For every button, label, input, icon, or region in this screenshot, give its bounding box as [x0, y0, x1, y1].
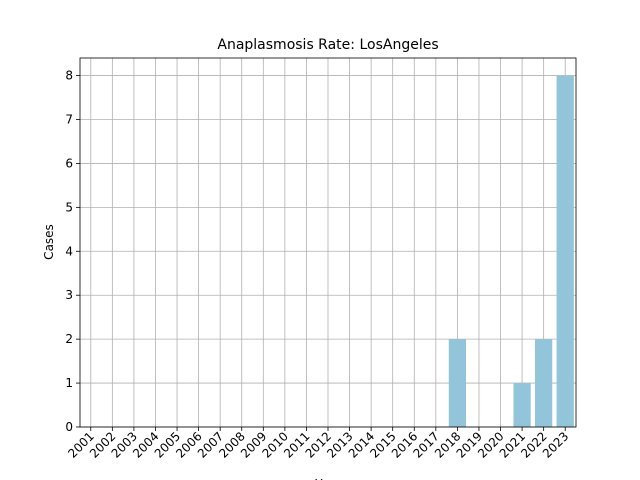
- y-tick-label: 3: [65, 288, 73, 302]
- plot-frame: [79, 57, 577, 428]
- y-tick-label: 0: [65, 420, 73, 434]
- y-tick-label: 2: [65, 332, 73, 346]
- bar: [556, 75, 574, 428]
- chart-title: Anaplasmosis Rate: LosAngeles: [217, 37, 438, 53]
- y-tick-label: 7: [65, 113, 73, 127]
- y-axis-label: Cases: [42, 224, 56, 260]
- bar: [513, 383, 531, 427]
- bar: [448, 339, 467, 427]
- bar: [535, 339, 553, 427]
- y-tick-label: 5: [65, 200, 73, 214]
- x-axis-label: Year: [314, 477, 340, 480]
- y-tick-label: 1: [65, 376, 73, 390]
- y-tick-label: 6: [65, 156, 73, 170]
- y-tick-label: 4: [65, 244, 73, 258]
- y-tick-label: 8: [65, 69, 73, 83]
